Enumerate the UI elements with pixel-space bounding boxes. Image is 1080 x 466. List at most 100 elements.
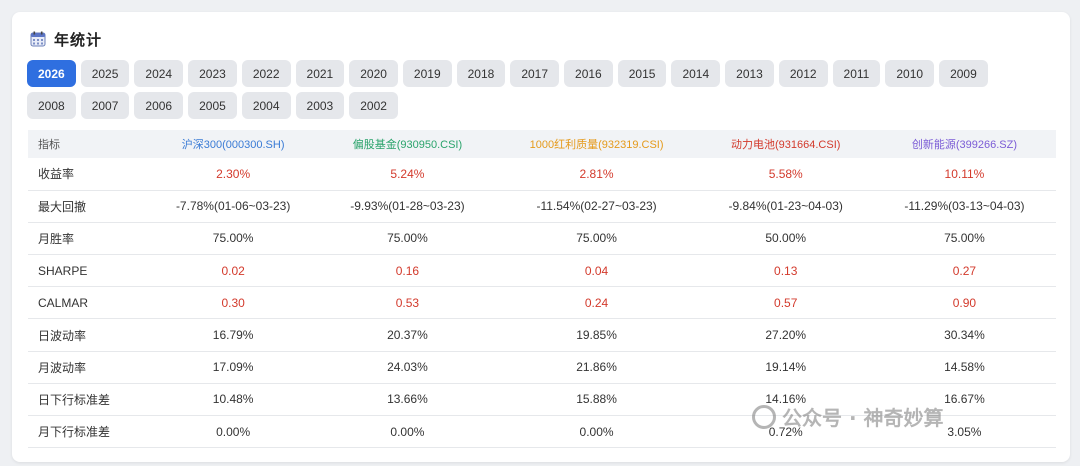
year-tab-2008[interactable]: 2008: [27, 92, 76, 119]
page-title: 年统计: [54, 30, 103, 49]
calendar-icon: [30, 31, 46, 47]
table-cell: 0.30: [146, 286, 321, 320]
year-tab-2003[interactable]: 2003: [295, 92, 345, 119]
table-cell: 0.24: [494, 286, 699, 320]
table-cell: 19.85%: [494, 318, 699, 352]
table-row: 月波动率 17.09% 24.03% 21.86% 19.14% 14.58%: [28, 351, 1056, 384]
row-label: SHARPE: [28, 254, 146, 288]
table-cell: 0.27: [872, 254, 1056, 288]
stats-table: 指标 沪深300(000300.SH) 偏股基金(930950.CSI) 1000红利…: [28, 130, 1056, 449]
table-cell: 3.05%: [872, 415, 1056, 449]
table-cell: 0.02: [146, 254, 321, 288]
year-tab-2024[interactable]: 2024: [134, 60, 184, 87]
year-tab-2012[interactable]: 2012: [778, 60, 828, 87]
table-row: 日下行标准差 10.48% 13.66% 15.88% 14.16% 16.67%: [28, 383, 1056, 417]
table-cell: 0.16: [320, 254, 495, 288]
year-selector: 2026 2025 2024 2023 2022 2021 2020 2019 2018 2017…: [27, 60, 1037, 119]
year-tab-2017[interactable]: 2017: [510, 60, 560, 87]
year-tab-2005[interactable]: 2005: [188, 92, 237, 119]
row-label: 日下行标准差: [28, 383, 146, 417]
column-header-index: 沪深300(000300.SH): [146, 130, 321, 158]
table-cell: 14.16%: [698, 383, 873, 417]
year-tab-2018[interactable]: 2018: [456, 60, 506, 87]
column-header-metric: 指标: [28, 130, 146, 158]
card-header: 年统计: [30, 29, 102, 49]
year-tab-2014[interactable]: 2014: [671, 60, 721, 87]
year-tab-2025[interactable]: 2025: [80, 60, 130, 87]
table-cell: 75.00%: [872, 222, 1056, 256]
table-cell: 21.86%: [494, 351, 699, 384]
table-cell: 0.90: [872, 286, 1056, 320]
table-cell: 0.57: [698, 286, 873, 320]
table-cell: 50.00%: [698, 222, 873, 256]
table-cell: 5.58%: [698, 158, 873, 191]
column-header-index: 1000红利质量(932319.CSI): [494, 130, 699, 158]
column-header-index: 创新能源(399266.SZ): [872, 130, 1056, 158]
table-row: 月胜率 75.00% 75.00% 75.00% 50.00% 75.00%: [28, 222, 1056, 256]
row-label: 日波动率: [28, 318, 146, 352]
table-cell: 2.30%: [146, 158, 321, 191]
table-cell: 0.53: [320, 286, 495, 320]
table-cell: 75.00%: [494, 222, 699, 256]
year-tab-2020[interactable]: 2020: [349, 60, 398, 87]
row-label: 月下行标准差: [28, 415, 146, 449]
year-tab-2007[interactable]: 2007: [80, 92, 130, 119]
year-tab-2009[interactable]: 2009: [939, 60, 988, 87]
table-cell: 75.00%: [146, 222, 321, 256]
table-row: 日波动率 16.79% 20.37% 19.85% 27.20% 30.34%: [28, 318, 1056, 352]
row-label: 最大回撤: [28, 190, 146, 223]
column-header-index: 偏股基金(930950.CSI): [320, 130, 495, 158]
table-row: SHARPE 0.02 0.16 0.04 0.13 0.27: [28, 254, 1056, 288]
table-body: 收益率 2.30% 5.24% 2.81% 5.58% 10.11% 最大回撤 -7.78%(…: [28, 158, 1056, 449]
table-cell: -9.84%(01-23~04-03): [698, 190, 873, 223]
table-cell: 0.00%: [494, 415, 699, 449]
year-tab-2026[interactable]: 2026: [27, 60, 76, 87]
year-tab-2021[interactable]: 2021: [295, 60, 345, 87]
table-cell: 19.14%: [698, 351, 873, 384]
row-label: 收益率: [28, 158, 146, 191]
table-cell: 17.09%: [146, 351, 321, 384]
table-row: 收益率 2.30% 5.24% 2.81% 5.58% 10.11%: [28, 158, 1056, 191]
table-cell: 0.00%: [146, 415, 321, 449]
table-cell: 0.72%: [698, 415, 873, 449]
year-tab-2006[interactable]: 2006: [134, 92, 184, 119]
year-tab-2019[interactable]: 2019: [402, 60, 452, 87]
year-tab-2013[interactable]: 2013: [725, 60, 774, 87]
row-label: 月波动率: [28, 351, 146, 384]
year-tab-2022[interactable]: 2022: [241, 60, 291, 87]
table-cell: 10.11%: [872, 158, 1056, 191]
table-header-row: 指标 沪深300(000300.SH) 偏股基金(930950.CSI) 1000红利…: [28, 130, 1056, 158]
column-header-index: 动力电池(931664.CSI): [698, 130, 873, 158]
row-label: 月胜率: [28, 222, 146, 256]
year-tab-2015[interactable]: 2015: [617, 60, 667, 87]
year-tab-2016[interactable]: 2016: [564, 60, 613, 87]
table-row: 月下行标准差 0.00% 0.00% 0.00% 0.72% 3.05%: [28, 415, 1056, 449]
table-cell: 2.81%: [494, 158, 699, 191]
table-cell: 16.67%: [872, 383, 1056, 417]
table-cell: -11.29%(03-13~04-03): [872, 190, 1056, 223]
year-tab-2023[interactable]: 2023: [188, 60, 237, 87]
table-cell: -11.54%(02-27~03-23): [494, 190, 699, 223]
table-cell: 14.58%: [872, 351, 1056, 384]
table-cell: -9.93%(01-28~03-23): [320, 190, 495, 223]
year-tab-2011[interactable]: 2011: [832, 60, 881, 87]
row-label: CALMAR: [28, 286, 146, 320]
year-tab-2010[interactable]: 2010: [885, 60, 935, 87]
table-cell: 24.03%: [320, 351, 495, 384]
table-cell: 30.34%: [872, 318, 1056, 352]
table-cell: 15.88%: [494, 383, 699, 417]
table-cell: 27.20%: [698, 318, 873, 352]
table-cell: -7.78%(01-06~03-23): [146, 190, 321, 223]
year-tab-2004[interactable]: 2004: [241, 92, 291, 119]
table-cell: 0.00%: [320, 415, 495, 449]
table-cell: 0.13: [698, 254, 873, 288]
annual-stats-card: 年统计 2026 2025 2024 2023 2022 2021 2020 2019 2018…: [12, 12, 1070, 462]
table-cell: 5.24%: [320, 158, 495, 191]
table-cell: 13.66%: [320, 383, 495, 417]
table-cell: 16.79%: [146, 318, 321, 352]
table-row: CALMAR 0.30 0.53 0.24 0.57 0.90: [28, 286, 1056, 320]
year-tab-2002[interactable]: 2002: [349, 92, 398, 119]
table-cell: 20.37%: [320, 318, 495, 352]
table-cell: 10.48%: [146, 383, 321, 417]
table-cell: 75.00%: [320, 222, 495, 256]
